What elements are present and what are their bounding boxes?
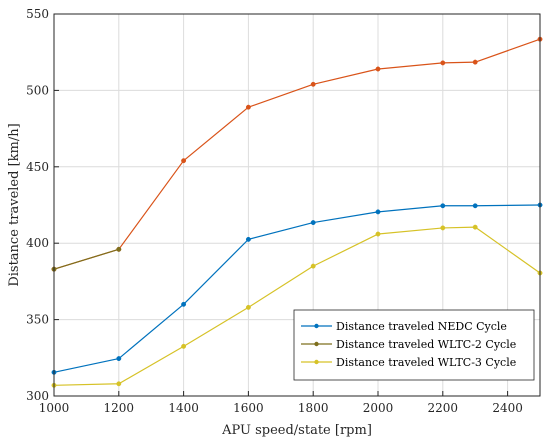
x-axis-label: APU speed/state [rpm] bbox=[221, 423, 372, 438]
y-tick-label: 500 bbox=[26, 83, 49, 97]
y-tick-label: 450 bbox=[26, 160, 49, 174]
legend-marker-nedc bbox=[314, 323, 319, 329]
data-point-wltc-2 bbox=[116, 246, 122, 252]
legend: Distance traveled NEDC Cycle Distance tra… bbox=[293, 309, 535, 381]
data-point-overlay bbox=[472, 59, 478, 65]
legend-label-wltc-3: Distance traveled WLTC-3 Cycle bbox=[336, 356, 516, 369]
x-tick-label: 1000 bbox=[39, 401, 70, 415]
legend-marker-wltc-2 bbox=[314, 341, 319, 347]
data-point-nedc bbox=[375, 209, 381, 215]
plot-frame bbox=[53, 13, 541, 397]
data-point-overlay bbox=[245, 104, 251, 110]
data-point-overlay bbox=[440, 60, 446, 66]
y-tick-label: 350 bbox=[26, 313, 49, 327]
data-point-overlay bbox=[310, 81, 316, 87]
data-point-nedc bbox=[245, 236, 251, 242]
data-point-wltc-3 bbox=[472, 224, 478, 230]
x-tick-label: 1600 bbox=[233, 401, 264, 415]
legend-box bbox=[293, 309, 535, 381]
data-point-nedc bbox=[440, 203, 446, 209]
x-tick-label: 2400 bbox=[492, 401, 523, 415]
data-point-wltc-3 bbox=[245, 304, 251, 310]
data-point-nedc bbox=[310, 220, 316, 226]
data-point-wltc-3 bbox=[440, 225, 446, 231]
tick-labels: 1000 1200 1400 1600 1800 2000 2200 2400 300 350 40… bbox=[26, 7, 523, 415]
x-tick-label: 1800 bbox=[298, 401, 329, 415]
x-tick-label: 1400 bbox=[168, 401, 199, 415]
legend-entries: Distance traveled NEDC Cycle Distance tra… bbox=[301, 320, 516, 369]
series-layer bbox=[51, 36, 543, 388]
legend-label-nedc: Distance traveled NEDC Cycle bbox=[336, 320, 507, 333]
y-tick-label: 300 bbox=[26, 389, 49, 403]
y-axis-label: Distance traveled [km/h] bbox=[7, 123, 22, 286]
y-tick-label: 400 bbox=[26, 236, 49, 250]
data-point-overlay bbox=[375, 66, 381, 72]
x-tick-label: 2000 bbox=[363, 401, 394, 415]
data-point-wltc-3 bbox=[181, 343, 187, 349]
x-tick-label: 1200 bbox=[104, 401, 135, 415]
y-tick-label: 550 bbox=[26, 7, 49, 21]
x-tick-label: 2200 bbox=[428, 401, 459, 415]
legend-marker-wltc-3 bbox=[314, 359, 319, 365]
data-point-nedc bbox=[116, 356, 122, 362]
data-point-wltc-3 bbox=[375, 231, 381, 237]
series-line-wltc-2 bbox=[53, 248, 119, 270]
data-point-overlay bbox=[181, 158, 187, 164]
data-point-nedc bbox=[472, 203, 478, 209]
data-point-wltc-3 bbox=[116, 381, 122, 387]
legend-label-wltc-2: Distance traveled WLTC-2 Cycle bbox=[336, 338, 516, 351]
data-point-nedc bbox=[181, 301, 187, 307]
data-point-wltc-3 bbox=[310, 263, 316, 269]
